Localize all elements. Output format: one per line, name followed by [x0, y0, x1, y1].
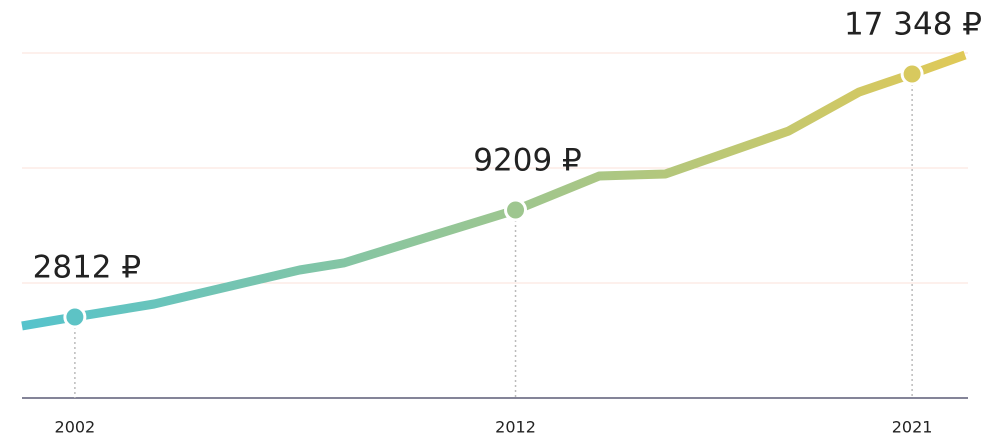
- value-label: 2812 ₽: [33, 249, 141, 285]
- value-label: 17 348 ₽: [844, 6, 982, 42]
- x-tick-label: 2021: [892, 418, 933, 437]
- point: [63, 305, 87, 329]
- point: [504, 198, 528, 222]
- x-tick-label: 2012: [495, 418, 536, 437]
- point: [900, 62, 924, 86]
- x-tick-label: 2002: [55, 418, 96, 437]
- line: [21, 50, 967, 331]
- value-label: 9209 ₽: [473, 143, 581, 179]
